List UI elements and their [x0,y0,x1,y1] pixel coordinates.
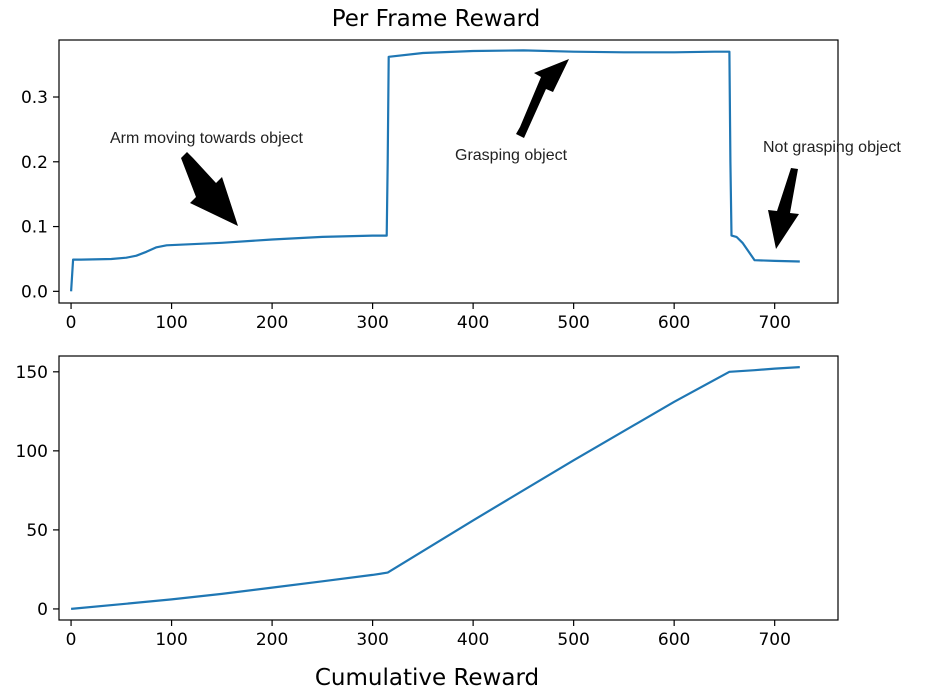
arrow-not-grasping [768,168,799,249]
y-tick-label: 0 [37,600,48,620]
x-tick-label: 200 [256,630,288,650]
per-frame-reward-line [70,49,800,292]
annotation-not-grasping: Not grasping object [763,139,901,156]
x-tick-label: 400 [457,313,489,333]
y-tick-label: 50 [26,521,48,541]
x-tick-label: 200 [256,313,288,333]
y-tick-label: 100 [16,442,48,462]
arrow-arm-moving [181,152,238,226]
plot-frame [58,355,839,621]
x-tick-label: 500 [557,313,589,333]
y-tick-label: 0.2 [21,153,48,173]
x-tick-label: 500 [557,630,589,650]
y-tick-label: 0.0 [21,282,48,302]
annotations: Arm moving towards object Grasping objec… [110,59,901,249]
y-tick-label: 150 [16,363,48,383]
x-tick-label: 600 [658,630,690,650]
x-tick-label: 0 [66,630,77,650]
x-tick-label: 100 [155,313,187,333]
x-axis-label: Cumulative Reward [315,665,539,691]
axis-ticks: 0 100 200 300 400 500 600 700 0 50 100 150 [16,363,791,650]
y-tick-label: 0.3 [21,88,48,108]
x-tick-label: 700 [758,313,790,333]
plot-frame [58,39,839,304]
x-tick-label: 700 [758,630,790,650]
annotation-arm-moving: Arm moving towards object [110,130,304,147]
x-tick-label: 0 [66,313,77,333]
x-tick-label: 300 [356,630,388,650]
annotation-grasping: Grasping object [455,147,568,164]
per-frame-reward-panel: Per Frame Reward 0 100 200 300 400 500 600 7000… [21,6,901,333]
x-tick-label: 400 [457,630,489,650]
y-tick-label: 0.1 [21,218,48,238]
x-tick-label: 600 [658,313,690,333]
chart-title: Per Frame Reward [332,6,541,32]
cumulative-reward-line [70,366,800,610]
x-tick-label: 100 [155,630,187,650]
x-tick-label: 300 [356,313,388,333]
arrow-grasping [516,59,569,138]
cumulative-reward-panel: 0 100 200 300 400 500 600 700 0 50 100 150 Cumulati… [16,355,839,691]
axis-ticks: 0 100 200 300 400 500 600 700 0.0 0.1 0.2 0.3 [21,88,791,333]
